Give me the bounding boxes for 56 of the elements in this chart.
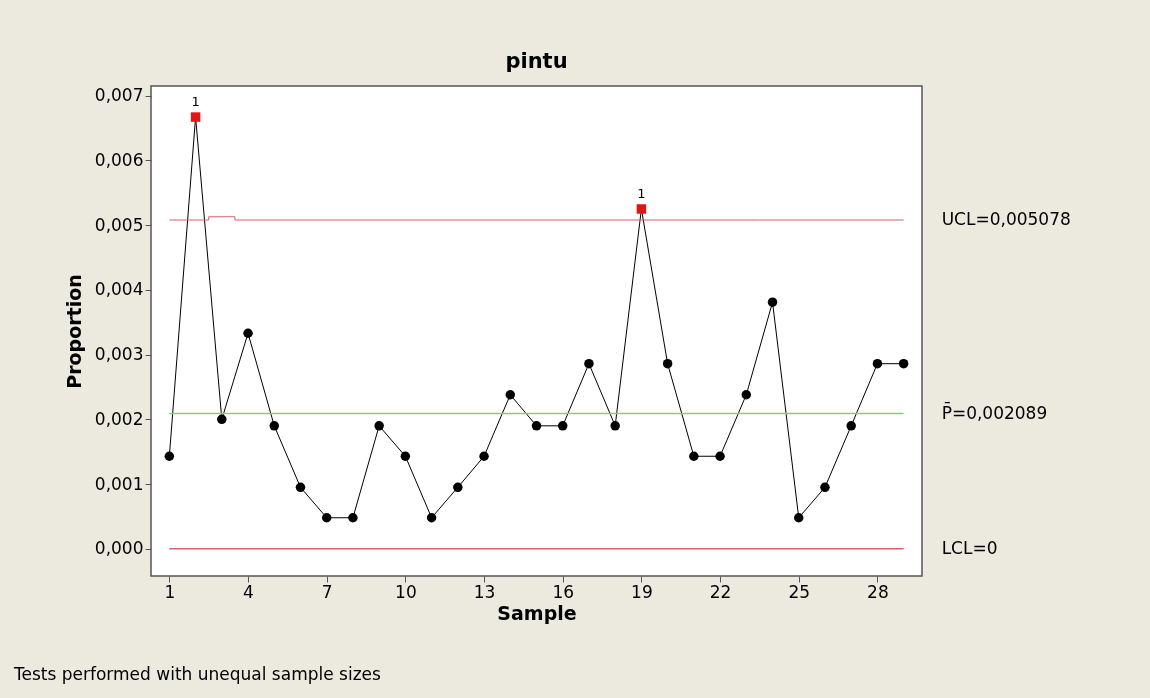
- point: [426, 513, 437, 523]
- ref-line-label: LCL=0: [941, 537, 998, 558]
- y-tick-label: 0,000: [94, 538, 144, 559]
- text: Tests performed with unequal sample sizes: [14, 664, 381, 684]
- text: UCL=0,005078: [941, 208, 1071, 229]
- point: [479, 451, 489, 461]
- y-tick-label: 0,002: [94, 408, 144, 429]
- point: [295, 482, 306, 493]
- point: [610, 421, 620, 431]
- x-tick-label: 28: [867, 581, 889, 602]
- point: [846, 421, 856, 431]
- x-tick-label: 7: [321, 581, 333, 602]
- point: [557, 421, 568, 431]
- chart-title: pintu: [505, 49, 568, 73]
- point: [164, 451, 175, 461]
- point: [689, 451, 699, 461]
- y-axis-title: Proportion: [62, 274, 85, 389]
- annotation: 1: [637, 185, 646, 201]
- x-tick-label: 19: [631, 581, 653, 602]
- point: [794, 513, 804, 523]
- point: [374, 421, 384, 431]
- point: [190, 112, 201, 122]
- point: [269, 421, 279, 431]
- x-tick-label: 22: [709, 581, 732, 602]
- point: [767, 297, 778, 307]
- point: [400, 451, 411, 461]
- y-tick-label: 0,004: [94, 279, 144, 300]
- y-tick-label: 0,006: [94, 149, 144, 170]
- x-tick-label: 16: [552, 581, 575, 602]
- y-tick-label: 0,003: [94, 344, 144, 365]
- point: [321, 513, 332, 523]
- x-tick-label: 10: [395, 581, 417, 602]
- x-tick-label: 1: [164, 581, 176, 602]
- point: [741, 390, 752, 400]
- point: [453, 482, 463, 493]
- x-tick-label: 25: [788, 581, 811, 602]
- ref-line-label: P̄=0,002089: [941, 401, 1048, 423]
- point: [662, 358, 673, 369]
- point: [898, 358, 909, 369]
- point: [531, 421, 542, 431]
- x-tick-label: 4: [243, 581, 254, 602]
- x-axis-title: Sample: [497, 601, 577, 624]
- y-tick-label: 0,001: [94, 473, 144, 494]
- point: [348, 513, 358, 523]
- x-tick-label: 13: [473, 581, 496, 602]
- point: [584, 358, 594, 369]
- annotation: 1: [191, 94, 200, 110]
- point: [243, 328, 253, 338]
- point: [505, 390, 516, 400]
- point: [636, 204, 647, 214]
- point: [715, 451, 725, 461]
- y-tick-label: 0,007: [94, 85, 144, 106]
- point: [820, 482, 830, 493]
- point: [872, 358, 883, 369]
- point: [217, 414, 227, 425]
- y-tick-label: 0,005: [94, 214, 144, 235]
